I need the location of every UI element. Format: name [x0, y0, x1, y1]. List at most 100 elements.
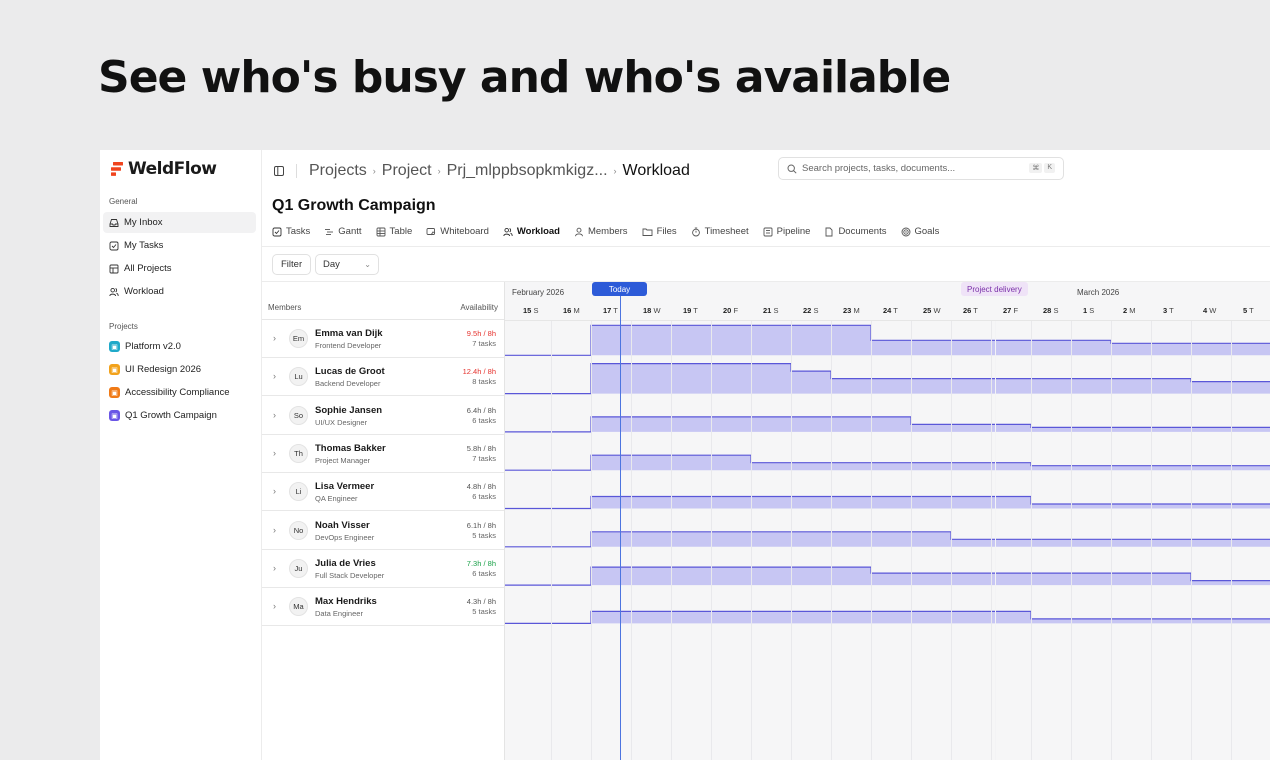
chevron-right-icon[interactable]: › [273, 333, 276, 343]
sidebar-toggle-icon[interactable] [274, 166, 284, 176]
day-header: 5 T [1243, 306, 1254, 315]
tab-label: Files [656, 226, 677, 237]
tab-pipeline[interactable]: Pipeline [763, 226, 811, 237]
day-header: 2 M [1123, 306, 1136, 315]
tab-label: Timesheet [704, 226, 749, 237]
tab-files[interactable]: Files [642, 226, 677, 237]
sidebar-project-q1-growth-campaign[interactable]: ▣ Q1 Growth Campaign [103, 405, 256, 426]
chevron-right-icon[interactable]: › [273, 524, 276, 535]
breadcrumb-project-id[interactable]: Prj_mlppbsopkmkigz... [446, 162, 608, 179]
chevron-right-icon[interactable]: › [273, 447, 276, 458]
chevron-right-icon[interactable]: › [273, 486, 276, 497]
today-line [620, 296, 621, 760]
target-icon [901, 227, 911, 237]
chevron-right-icon: › [437, 166, 441, 176]
chevron-right-icon[interactable]: › [273, 601, 276, 612]
workload-area [591, 496, 1270, 509]
tab-table[interactable]: Table [376, 226, 413, 237]
tab-workload[interactable]: Workload [503, 226, 560, 237]
day-header: 28 S [1043, 306, 1059, 315]
member-row[interactable]: › Th Thomas Bakker Project Manager 5.8h / 8h… [262, 435, 504, 473]
general-section-label: General [109, 197, 138, 206]
member-name: Thomas Bakker [315, 442, 386, 454]
day-gridline [711, 321, 712, 760]
pipeline-icon [763, 227, 773, 237]
chevron-right-icon: › [372, 166, 376, 176]
filter-button[interactable]: Filter [272, 254, 312, 275]
projects-section-label: Projects [109, 322, 138, 331]
member-row[interactable]: › Ma Max Hendriks Data Engineer 4.3h / 8h 5 t… [262, 588, 504, 627]
view-select[interactable]: Day ⌄ [315, 254, 379, 275]
tab-label: Table [389, 226, 413, 237]
tab-documents[interactable]: Documents [824, 226, 887, 237]
project-delivery-marker[interactable]: Project delivery [961, 282, 1028, 296]
tab-gantt[interactable]: Gantt [324, 226, 362, 237]
tab-whiteboard[interactable]: Whiteboard [426, 226, 489, 237]
sidebar-item-workload[interactable]: Workload [103, 281, 256, 302]
tab-label: Pipeline [776, 226, 811, 237]
avatar: Em [289, 329, 308, 348]
member-role: Backend Developer [315, 379, 381, 389]
member-row[interactable]: › Li Lisa Vermeer QA Engineer 4.8h / 8h 6 tas… [262, 473, 504, 512]
chevron-right-icon[interactable]: › [273, 409, 276, 420]
member-row[interactable]: › Ju Julia de Vries Full Stack Developer 7.3… [262, 550, 504, 588]
today-marker[interactable]: Today [592, 282, 647, 296]
member-row[interactable]: › So Sophie Jansen UI/UX Designer 6.4h / 8h 6… [262, 397, 504, 435]
sidebar-item-label: My Inbox [124, 217, 163, 228]
member-tasks: 5 tasks [472, 530, 496, 540]
day-gridline [791, 321, 792, 760]
gantt-icon [324, 227, 334, 237]
project-title: Q1 Growth Campaign [272, 197, 436, 214]
avatar: Ju [289, 558, 308, 578]
logo[interactable]: WeldFlow [110, 159, 217, 179]
member-role: QA Engineer [315, 494, 358, 504]
member-role: UI/UX Designer [315, 417, 368, 427]
member-hours: 6.1h / 8h [466, 520, 496, 530]
member-role: DevOps Engineer [315, 532, 375, 542]
search-input[interactable]: Search projects, tasks, documents... ⌘ K [778, 157, 1064, 180]
chevron-right-icon[interactable]: › [273, 562, 276, 573]
day-header: 16 M [563, 306, 580, 315]
member-row[interactable]: › Lu Lucas de Groot Backend Developer 12.4h … [262, 358, 504, 397]
sidebar-item-my-inbox[interactable]: My Inbox [103, 212, 256, 233]
sidebar-project-label: Accessibility Compliance [125, 387, 230, 398]
avatar: Th [289, 443, 308, 463]
sidebar-project-ui-redesign-2026[interactable]: ▣ UI Redesign 2026 [103, 359, 256, 380]
member-tasks: 8 tasks [472, 377, 496, 387]
breadcrumb-projects[interactable]: Projects [309, 162, 367, 179]
sidebar-item-label: My Tasks [124, 240, 164, 251]
day-header: 21 S [763, 306, 779, 315]
tab-members[interactable]: Members [574, 226, 628, 237]
sidebar-item-all-projects[interactable]: All Projects [103, 258, 256, 279]
member-tasks: 6 tasks [472, 415, 496, 425]
tab-tasks[interactable]: Tasks [272, 226, 310, 237]
day-header: 4 W [1203, 306, 1217, 315]
breadcrumb-project[interactable]: Project [381, 162, 432, 179]
member-name: Lisa Vermeer [315, 481, 375, 493]
member-role: Frontend Developer [315, 341, 382, 350]
project-icon: ▣ [109, 341, 120, 352]
member-tasks: 7 tasks [472, 453, 496, 463]
checkbox-icon [272, 227, 282, 237]
tab-goals[interactable]: Goals [901, 226, 939, 237]
logo-text: WeldFlow [128, 159, 217, 179]
day-header: 18 W [643, 306, 661, 315]
sidebar-project-accessibility-compliance[interactable]: ▣ Accessibility Compliance [103, 382, 256, 403]
day-gridline [1151, 321, 1152, 760]
page-headline: See who's busy and who's available [98, 52, 951, 103]
sidebar-project-platform-v2-0[interactable]: ▣ Platform v2.0 [103, 336, 256, 357]
timeline-header-divider [505, 320, 1270, 321]
day-gridline [1071, 321, 1072, 760]
avatar: So [289, 405, 308, 425]
sidebar-item-my-tasks[interactable]: My Tasks [103, 235, 256, 256]
avatar: Li [289, 482, 308, 502]
member-role: Data Engineer [315, 609, 363, 619]
day-header: 1 S [1083, 306, 1095, 315]
member-row[interactable]: › No Noah Visser DevOps Engineer 6.1h / 8h 5 … [262, 512, 504, 550]
tab-timesheet[interactable]: Timesheet [691, 226, 749, 237]
member-row[interactable]: › Em Emma van Dijk Frontend Developer 9.5h /… [262, 320, 504, 358]
divider [296, 164, 297, 178]
member-name: Sophie Jansen [315, 404, 383, 416]
chevron-right-icon[interactable]: › [273, 371, 276, 382]
member-hours: 7.3h / 8h [466, 558, 496, 568]
